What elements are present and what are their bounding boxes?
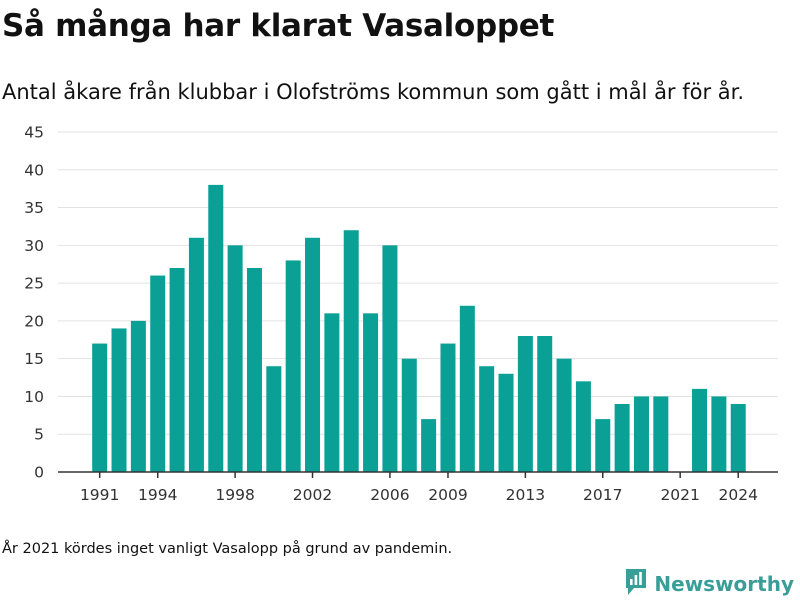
grid-lines bbox=[58, 131, 778, 435]
bar-2013 bbox=[517, 336, 533, 472]
bar-2002 bbox=[305, 237, 321, 472]
bar-2001 bbox=[285, 260, 301, 472]
x-tick-label: 2002 bbox=[293, 486, 332, 504]
bar-2000 bbox=[266, 366, 282, 472]
bar-1992 bbox=[111, 328, 127, 472]
bars bbox=[92, 184, 746, 472]
bar-2008 bbox=[421, 419, 437, 472]
bar-2024 bbox=[730, 404, 746, 472]
brand-name: Newsworthy bbox=[654, 572, 794, 596]
bar-1998 bbox=[227, 245, 243, 472]
y-tick-label: 45 bbox=[24, 124, 44, 142]
footnote: År 2021 kördes inget vanligt Vasalopp på… bbox=[2, 541, 453, 557]
x-tick-label: 2009 bbox=[428, 486, 467, 504]
x-tick-label: 2021 bbox=[660, 486, 699, 504]
bar-2023 bbox=[711, 396, 727, 472]
x-tick-label: 1994 bbox=[138, 486, 177, 504]
newsworthy-logo-icon bbox=[624, 568, 648, 600]
bar-2011 bbox=[479, 366, 495, 472]
bar-1996 bbox=[188, 237, 204, 472]
y-tick-label: 35 bbox=[24, 199, 44, 217]
bar-2007 bbox=[401, 358, 417, 472]
y-tick-label: 15 bbox=[24, 350, 44, 368]
y-tick-label: 5 bbox=[34, 426, 44, 444]
y-axis-labels: 0 5 10 15 20 25 30 35 40 45 bbox=[24, 124, 44, 482]
chart-subtitle: Antal åkare från klubbar i Olofströms ko… bbox=[2, 80, 745, 104]
bar-2014 bbox=[537, 336, 553, 472]
bar-2022 bbox=[692, 388, 708, 472]
x-tick-label: 2017 bbox=[583, 486, 622, 504]
bar-1991 bbox=[92, 343, 108, 472]
x-tick-label: 1991 bbox=[80, 486, 119, 504]
bar-2004 bbox=[343, 230, 359, 472]
bar-1993 bbox=[130, 320, 146, 472]
bar-2015 bbox=[556, 358, 572, 472]
bar-2020 bbox=[653, 396, 669, 472]
bar-2012 bbox=[498, 373, 514, 472]
y-tick-label: 25 bbox=[24, 275, 44, 293]
bar-2016 bbox=[575, 381, 591, 472]
bar-2017 bbox=[595, 419, 611, 472]
bar-2010 bbox=[459, 305, 475, 472]
brand-logo: Newsworthy bbox=[624, 568, 794, 600]
bar-chart: 0 5 10 15 20 25 30 35 40 45 1991 1994 1998 2002 2006 2… bbox=[24, 124, 778, 504]
x-tick-label: 1998 bbox=[215, 486, 254, 504]
bar-1999 bbox=[246, 268, 262, 472]
bar-2006 bbox=[382, 245, 398, 472]
bar-2009 bbox=[440, 343, 456, 472]
x-tick-label: 2024 bbox=[718, 486, 757, 504]
x-axis-labels: 1991 1994 1998 2002 2006 2009 2013 2017 2021 2024 bbox=[80, 472, 758, 504]
bar-2018 bbox=[614, 404, 630, 472]
bar-2019 bbox=[633, 396, 649, 472]
x-tick-label: 2013 bbox=[506, 486, 545, 504]
y-tick-label: 30 bbox=[24, 237, 44, 255]
y-tick-label: 10 bbox=[24, 388, 44, 406]
x-tick-label: 2006 bbox=[370, 486, 409, 504]
y-tick-label: 20 bbox=[24, 312, 44, 330]
chart-title: Så många har klarat Vasaloppet bbox=[2, 8, 555, 44]
bar-1997 bbox=[208, 184, 224, 472]
bar-1995 bbox=[169, 268, 185, 472]
bar-2005 bbox=[363, 313, 379, 472]
bar-1994 bbox=[150, 275, 166, 472]
y-tick-label: 40 bbox=[24, 161, 44, 179]
bar-2003 bbox=[324, 313, 340, 472]
y-tick-label: 0 bbox=[34, 464, 44, 482]
